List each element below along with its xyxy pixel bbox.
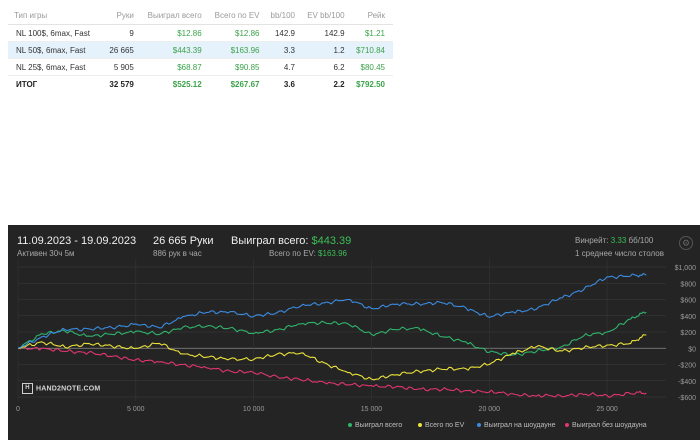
col-hands[interactable]: Руки xyxy=(106,6,142,25)
col-rake[interactable]: Рейк xyxy=(352,6,393,25)
hands-per-hour: 886 рук в час xyxy=(153,249,202,258)
won-total-label: Выиграл всего: xyxy=(231,235,309,247)
winrate-unit: бб/100 xyxy=(628,236,654,245)
cell-won: $12.86 xyxy=(141,24,210,42)
cell-total-ev: $267.67 xyxy=(230,79,260,89)
x-tick-label: 15 000 xyxy=(361,406,383,413)
ev-total-value: $163.96 xyxy=(318,249,347,258)
cell-ev: $12.86 xyxy=(209,24,268,42)
winrate-summary: Винрейт: 3.33 бб/100 xyxy=(575,236,653,245)
cell-game-type: NL 50$, 6max, Fast xyxy=(8,41,107,59)
series-line-ev xyxy=(17,334,647,381)
avg-tables: 1 среднее число столов xyxy=(575,249,664,258)
y-tick-label: -$200 xyxy=(678,363,696,370)
y-tick-label: $1,000 xyxy=(675,265,697,272)
legend-label-showdown: Выиграл на шоудауне xyxy=(484,422,556,429)
logo-text: HAND2NOTE.COM xyxy=(36,385,101,393)
col-won-total[interactable]: Выиграл всего xyxy=(141,6,210,25)
y-tick-label: $600 xyxy=(680,298,696,305)
active-time: Активен 30ч 5м xyxy=(17,249,75,258)
cell-rake: $710.84 xyxy=(352,41,393,59)
series-line-nonshowdown xyxy=(17,345,647,398)
cell-ev: $90.85 xyxy=(209,58,268,76)
legend-dot-showdown xyxy=(477,423,481,428)
cell-game-type: NL 100$, 6max, Fast xyxy=(8,24,107,42)
graph-panel: 11.09.2023 - 19.09.2023 Активен 30ч 5м 2… xyxy=(8,225,700,440)
legend-item-showdown[interactable]: Выиграл на шоудауне xyxy=(477,422,556,429)
won-total-value: $443.39 xyxy=(311,235,352,247)
cell-total-label: ИТОГ xyxy=(16,79,38,89)
hand2note-logo: H HAND2NOTE.COM xyxy=(22,383,100,394)
cell-game-type: NL 25$, 6max, Fast xyxy=(8,58,107,76)
table-row[interactable]: NL 100$, 6max, Fast 9 $12.86 $12.86 142.… xyxy=(8,24,393,42)
date-range: 11.09.2023 - 19.09.2023 xyxy=(17,235,137,247)
gear-icon[interactable]: ⚙ xyxy=(679,236,693,250)
bankroll-graph: $1,000 $800 $600 $400 $200 $0 -$200 -$400 -$600 0… xyxy=(16,259,697,413)
legend-item-nonshowdown[interactable]: Выиграл без шоудауна xyxy=(565,422,647,429)
cell-total-rake: $792.50 xyxy=(356,79,385,89)
y-tick-label: $400 xyxy=(680,314,696,321)
x-tick-label: 20 000 xyxy=(479,406,501,413)
col-bb100[interactable]: bb/100 xyxy=(267,6,303,25)
legend-dot-ev xyxy=(418,423,422,428)
series-line-showdown xyxy=(17,272,647,349)
cell-rake: $80.45 xyxy=(352,58,393,76)
legend-label-nonshowdown: Выиграл без шоудауна xyxy=(572,422,647,429)
y-tick-label: -$600 xyxy=(678,395,696,402)
game-type-stats-table: Тип игры Руки Выиграл всего Всего по EV … xyxy=(8,6,393,92)
cell-total-won: $525.12 xyxy=(172,79,202,89)
cell-total-bb100: 3.6 xyxy=(283,79,295,89)
won-total-summary: Выиграл всего: $443.39 xyxy=(231,235,351,247)
col-game-type[interactable]: Тип игры xyxy=(8,6,107,25)
winrate-value: 3.33 xyxy=(610,236,627,245)
cell-won: $443.39 xyxy=(141,41,210,59)
legend-label-ev: Всего по EV xyxy=(425,422,465,429)
cell-hands: 5 905 xyxy=(106,58,142,76)
cell-ev-bb100: 142.9 xyxy=(302,24,353,42)
cell-bb100: 142.9 xyxy=(267,24,303,42)
cell-total-hands: 32 579 xyxy=(109,79,134,89)
cell-won: $68.87 xyxy=(141,58,210,76)
cell-hands: 26 665 xyxy=(106,41,142,59)
col-ev-total[interactable]: Всего по EV xyxy=(209,6,268,25)
x-tick-label: 10 000 xyxy=(243,406,265,413)
y-tick-label: $0 xyxy=(688,346,696,353)
ev-total-summary: Всего по EV: $163.96 xyxy=(269,249,347,258)
ev-total-label: Всего по EV: xyxy=(269,249,316,258)
legend-dot-won xyxy=(348,423,352,428)
legend-dot-nonshowdown xyxy=(565,423,569,428)
cell-hands: 9 xyxy=(106,24,142,42)
winrate-label: Винрейт: xyxy=(575,236,609,245)
x-tick-label: 5 000 xyxy=(127,406,145,413)
legend-item-won[interactable]: Выиграл всего xyxy=(348,422,402,429)
table-total-row: ИТОГ 32 579 $525.12 $267.67 3.6 2.2 $792… xyxy=(8,76,393,93)
series-line-won xyxy=(17,311,647,357)
cell-bb100: 4.7 xyxy=(267,58,303,76)
y-tick-label: $800 xyxy=(680,281,696,288)
y-tick-label: $200 xyxy=(680,330,696,337)
x-tick-label: 25 000 xyxy=(596,406,618,413)
y-tick-label: -$400 xyxy=(678,379,696,386)
table-row-selected[interactable]: NL 50$, 6max, Fast 26 665 $443.39 $163.9… xyxy=(8,41,393,59)
table-row[interactable]: NL 25$, 6max, Fast 5 905 $68.87 $90.85 4… xyxy=(8,58,393,76)
cell-ev-bb100: 6.2 xyxy=(302,58,353,76)
cell-total-ev-bb100: 2.2 xyxy=(333,79,345,89)
cell-bb100: 3.3 xyxy=(267,41,303,59)
legend-label-won: Выиграл всего xyxy=(355,422,403,429)
hands-count: 26 665 Руки xyxy=(153,235,214,247)
cell-ev: $163.96 xyxy=(209,41,268,59)
legend-item-ev[interactable]: Всего по EV xyxy=(418,422,464,429)
x-tick-label: 0 xyxy=(16,406,20,413)
cell-rake: $1.21 xyxy=(352,24,393,42)
cell-ev-bb100: 1.2 xyxy=(302,41,353,59)
table-header-row: Тип игры Руки Выиграл всего Всего по EV … xyxy=(8,6,393,25)
col-ev-bb100[interactable]: EV bb/100 xyxy=(302,6,353,25)
